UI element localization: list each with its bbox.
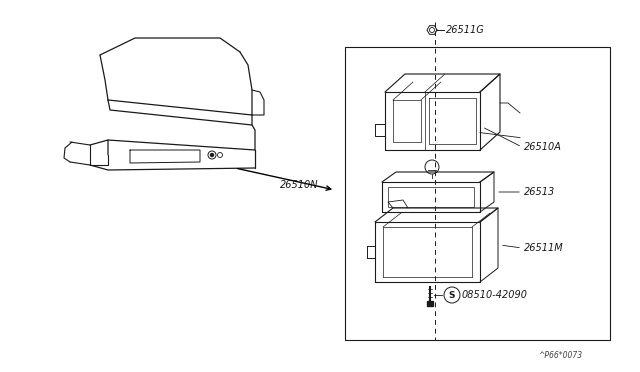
Text: ^P66*0073: ^P66*0073 bbox=[538, 351, 582, 360]
Circle shape bbox=[211, 154, 214, 157]
Text: 26510N: 26510N bbox=[280, 180, 318, 190]
Text: 26511M: 26511M bbox=[524, 243, 564, 253]
Text: 26513: 26513 bbox=[524, 187, 556, 197]
Text: S: S bbox=[449, 291, 455, 299]
Bar bbox=[427, 301, 433, 306]
Bar bbox=[345, 47, 610, 340]
Text: 26511G: 26511G bbox=[446, 25, 484, 35]
Text: 26510A: 26510A bbox=[524, 142, 562, 152]
Bar bbox=[388, 187, 474, 207]
Text: 08510-42090: 08510-42090 bbox=[462, 290, 528, 300]
